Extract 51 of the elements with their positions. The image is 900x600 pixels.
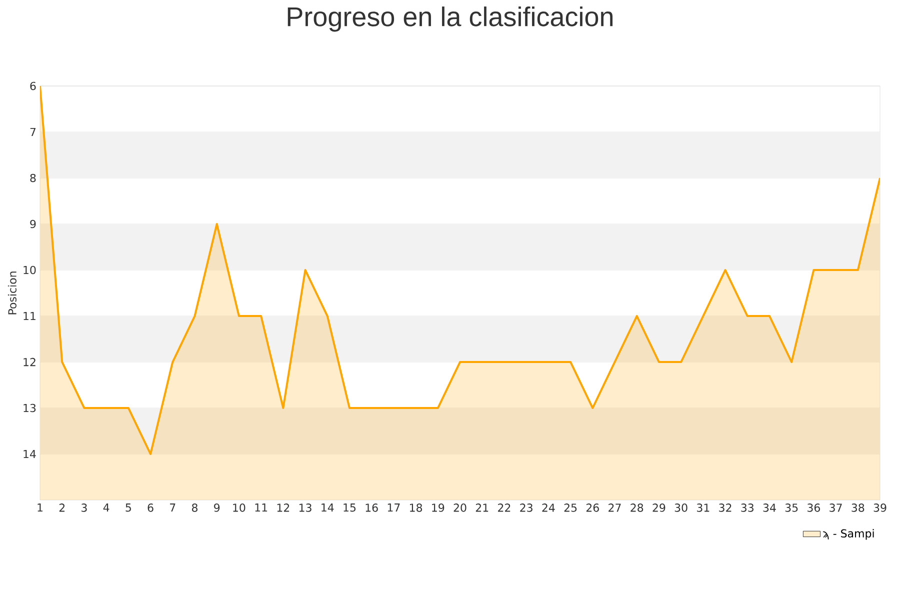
x-tick-label: 8 — [192, 504, 198, 512]
x-tick-label: 30 — [674, 504, 688, 512]
x-tick-label: 26 — [586, 504, 599, 512]
legend-label: ϡ - Sampi — [823, 529, 874, 540]
x-tick-label: 7 — [170, 504, 176, 512]
x-tick-label: 13 — [299, 504, 312, 512]
x-tick-label: 23 — [520, 504, 532, 512]
y-tick-label: 10 — [24, 266, 36, 274]
y-tick-label: 14 — [24, 450, 36, 458]
x-tick-label: 35 — [785, 504, 798, 512]
x-tick-label: 4 — [103, 504, 110, 512]
x-tick-label: 22 — [498, 504, 510, 512]
x-tick-label: 20 — [454, 504, 466, 512]
y-tick-label: 8 — [30, 174, 36, 182]
x-tick-label: 25 — [564, 504, 577, 512]
x-tick-label: 6 — [148, 504, 154, 512]
y-tick-label: 7 — [30, 128, 36, 136]
x-tick-label: 28 — [630, 504, 644, 512]
x-tick-label: 38 — [852, 504, 864, 512]
y-tick-label: 12 — [24, 358, 36, 366]
x-tick-label: 16 — [366, 504, 378, 512]
x-tick-label: 11 — [255, 504, 268, 512]
x-tick-label: 33 — [741, 504, 754, 512]
x-tick-label: 24 — [542, 504, 555, 512]
x-tick-label: 27 — [608, 504, 621, 512]
x-tick-label: 12 — [277, 504, 290, 512]
x-tick-label: 14 — [322, 504, 334, 512]
x-tick-label: 34 — [763, 504, 776, 512]
x-tick-label: 5 — [126, 504, 131, 512]
x-tick-label: 1 — [38, 504, 42, 512]
x-tick-label: 39 — [874, 504, 886, 512]
x-tick-label: 21 — [476, 504, 488, 512]
y-tick-label: 9 — [30, 220, 36, 228]
x-tick-label: 9 — [214, 504, 220, 512]
y-tick-label: 6 — [30, 82, 36, 90]
x-tick-label: 17 — [388, 504, 400, 512]
x-tick-label: 36 — [808, 504, 820, 512]
y-axis-title: Posicion — [8, 272, 16, 314]
x-tick-label: 10 — [233, 504, 246, 512]
x-tick-label: 37 — [830, 504, 842, 512]
x-tick-label: 18 — [410, 504, 422, 512]
x-tick-label: 3 — [82, 504, 87, 512]
x-tick-label: 29 — [652, 504, 666, 512]
y-tick-label: 13 — [24, 404, 36, 412]
x-tick-label: 19 — [432, 504, 444, 512]
y-tick-label: 11 — [24, 312, 36, 320]
x-tick-label: 32 — [719, 504, 732, 512]
x-tick-label: 15 — [344, 504, 356, 512]
chart-title: Progreso en la clasificacion — [288, 6, 613, 32]
x-tick-label: 2 — [59, 504, 65, 512]
x-tick-label: 31 — [696, 504, 710, 512]
